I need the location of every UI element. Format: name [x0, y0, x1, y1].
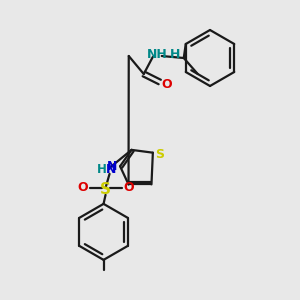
- Text: S: S: [155, 148, 164, 161]
- Text: H: H: [97, 164, 106, 176]
- Text: O: O: [161, 77, 172, 91]
- Text: S: S: [100, 182, 111, 197]
- Text: NH: NH: [146, 49, 167, 62]
- Text: O: O: [77, 182, 88, 194]
- Text: N: N: [106, 164, 117, 176]
- Text: O: O: [123, 182, 134, 194]
- Text: H: H: [169, 47, 180, 61]
- Text: N: N: [107, 160, 117, 173]
